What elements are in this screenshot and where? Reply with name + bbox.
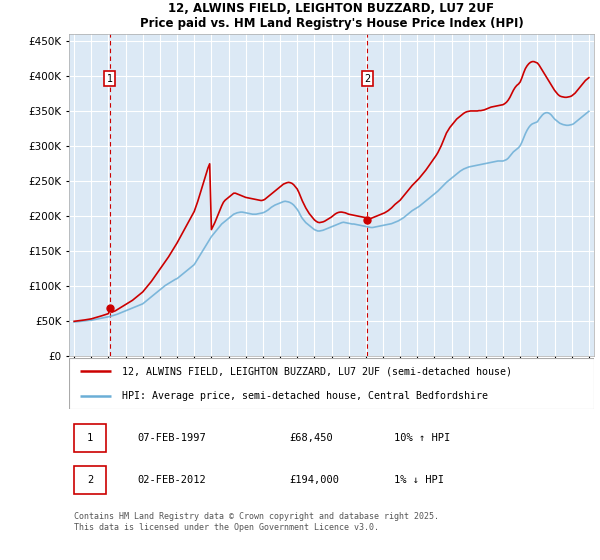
Text: HPI: Average price, semi-detached house, Central Bedfordshire: HPI: Average price, semi-detached house,… [121,391,487,401]
Text: £194,000: £194,000 [290,475,340,485]
FancyBboxPatch shape [74,424,106,452]
Text: 2: 2 [364,74,370,83]
FancyBboxPatch shape [74,466,106,493]
Text: 1: 1 [107,74,113,83]
Text: 12, ALWINS FIELD, LEIGHTON BUZZARD, LU7 2UF (semi-detached house): 12, ALWINS FIELD, LEIGHTON BUZZARD, LU7 … [121,366,511,376]
Text: 2: 2 [87,475,93,485]
Text: 1% ↓ HPI: 1% ↓ HPI [395,475,445,485]
Text: Contains HM Land Registry data © Crown copyright and database right 2025.
This d: Contains HM Land Registry data © Crown c… [74,512,439,531]
Text: 10% ↑ HPI: 10% ↑ HPI [395,433,451,443]
Text: 1: 1 [87,433,93,443]
Text: 07-FEB-1997: 07-FEB-1997 [137,433,206,443]
Text: 02-FEB-2012: 02-FEB-2012 [137,475,206,485]
Title: 12, ALWINS FIELD, LEIGHTON BUZZARD, LU7 2UF
Price paid vs. HM Land Registry's Ho: 12, ALWINS FIELD, LEIGHTON BUZZARD, LU7 … [140,2,523,30]
FancyBboxPatch shape [69,358,594,409]
Text: £68,450: £68,450 [290,433,333,443]
